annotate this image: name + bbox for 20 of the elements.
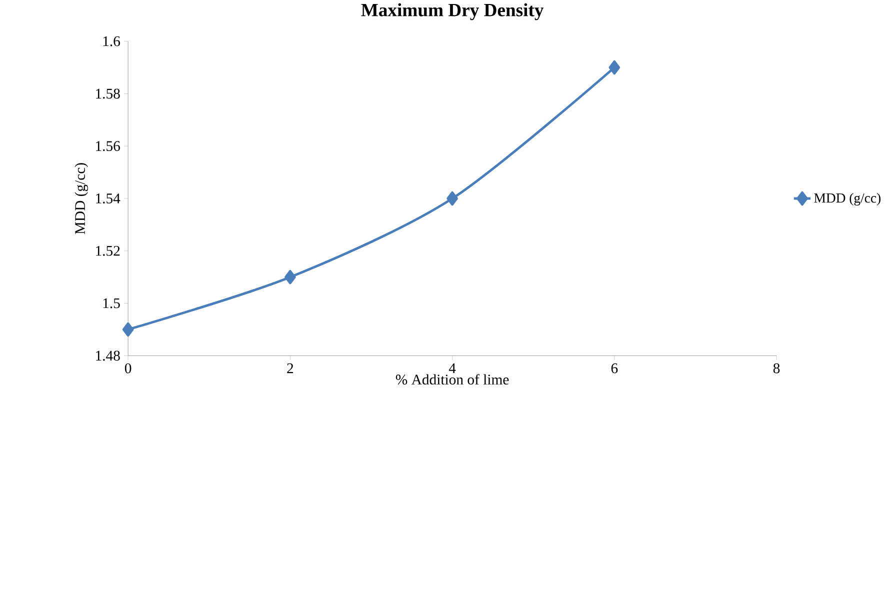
y-tick-label: 1.5 [103,298,120,308]
legend-label: MDD (g/cc) [814,192,880,206]
y-tick-label: 1.56 [96,141,120,152]
point [446,191,458,206]
point [122,322,134,337]
y-tick-label: 1.58 [96,88,120,99]
x-axis-title: % Addition of lime [396,374,509,385]
x-tick-label: 8 [773,363,780,374]
x-tick-label: 0 [124,363,132,374]
y-axis-title: MDD (g/cc) [74,163,88,234]
x-tick-label: 6 [611,363,618,374]
chart-title: Maximum Dry Density [361,3,544,20]
x-tick-label: 2 [287,363,294,374]
y-tick-label: 1.6 [103,36,120,46]
y-tick-label: 1.52 [96,246,120,256]
y-tick-label: 1.48 [96,350,120,361]
x-tick-label: 4 [448,363,456,373]
y-tick-label: 1.54 [96,194,120,204]
point [608,60,620,75]
point [284,270,296,284]
